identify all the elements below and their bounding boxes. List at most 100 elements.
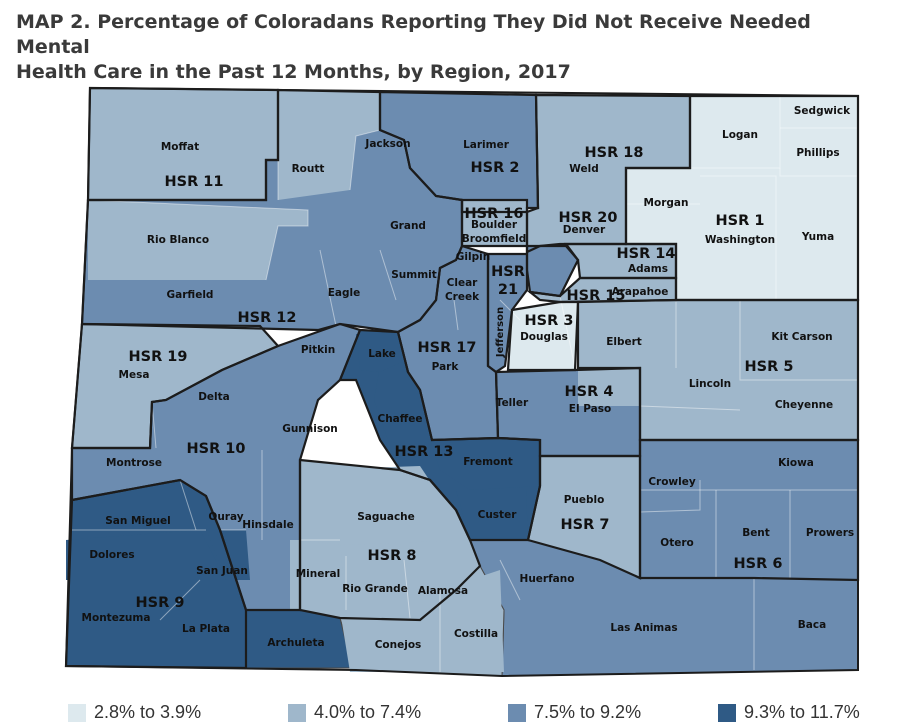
lincoln-elbert-area xyxy=(640,300,858,440)
border-hsr-15 xyxy=(526,276,678,304)
county-label-la-plata: La Plata xyxy=(182,623,230,635)
county-label-saguache: Saguache xyxy=(357,511,415,523)
county-line-22 xyxy=(403,559,411,619)
county-line-25 xyxy=(179,479,197,531)
county-label-el-paso: El Paso xyxy=(569,403,611,415)
county-label-gilpin: Gilpin xyxy=(456,251,490,263)
county-label-conejos: Conejos xyxy=(375,639,422,651)
county-label-bent: Bent xyxy=(742,527,770,539)
county-label-logan: Logan xyxy=(722,129,758,141)
region-label-hsr-15: HSR 15 xyxy=(567,288,626,304)
border-hsr-6 xyxy=(638,438,860,582)
county-label-summit: Summit xyxy=(391,269,437,281)
region-label-hsr-18: HSR 18 xyxy=(585,145,644,161)
county-label-chaffee: Chaffee xyxy=(377,413,422,425)
county-label-montrose: Montrose xyxy=(106,457,162,469)
mineral-area xyxy=(290,540,346,610)
region-label-hsr-7: HSR 7 xyxy=(561,517,610,533)
county-label-yuma: Yuma xyxy=(801,231,834,243)
county-label-jefferson: Jefferson xyxy=(495,307,506,358)
county-label-denver: Denver xyxy=(563,224,606,236)
county-label-otero: Otero xyxy=(660,537,693,549)
custer-area xyxy=(456,490,528,540)
county-label-clear: Clear xyxy=(447,277,479,289)
county-label-douglas: Douglas xyxy=(520,331,568,343)
region-label-hsr-8: HSR 8 xyxy=(368,548,417,564)
county-line-12 xyxy=(739,300,858,381)
legend-label-4: 9.3% to 11.7% xyxy=(744,702,860,722)
county-label-sedgwick: Sedgwick xyxy=(794,105,851,117)
region-label-hsr-2: HSR 2 xyxy=(471,160,520,176)
county-label-grand: Grand xyxy=(390,220,426,232)
legend-item-3: 7.5% to 9.2% xyxy=(508,702,641,723)
legend-swatch-2 xyxy=(288,703,306,722)
legend-item-1: 2.8% to 3.9% xyxy=(68,702,201,723)
region-label-hsr-4: HSR 4 xyxy=(565,384,614,400)
county-line-2 xyxy=(349,129,381,191)
legend-label-2: 4.0% to 7.4% xyxy=(314,702,422,722)
saguache-area xyxy=(300,466,470,545)
county-label-hinsdale: Hinsdale xyxy=(242,519,293,531)
county-label-weld: Weld xyxy=(569,163,598,175)
county-label-park: Park xyxy=(432,361,460,373)
border-hsr-8 xyxy=(298,458,482,622)
county-label-creek: Creek xyxy=(445,291,480,303)
county-label-morgan: Morgan xyxy=(644,197,689,209)
county-label-delta: Delta xyxy=(198,391,230,403)
county-label-pitkin: Pitkin xyxy=(301,344,335,356)
county-label-mesa: Mesa xyxy=(119,369,150,381)
county-label-adams: Adams xyxy=(628,263,668,275)
county-line-6 xyxy=(779,168,858,177)
county-label-teller: Teller xyxy=(496,397,529,409)
county-label-alamosa: Alamosa xyxy=(418,585,468,597)
region-label-hsr-10: HSR 10 xyxy=(187,441,246,457)
county-label-archuleta: Archuleta xyxy=(267,637,324,649)
region-label-hsr-1: HSR 1 xyxy=(716,213,765,229)
county-label-ouray: Ouray xyxy=(208,511,243,523)
region-label-hsr-17: HSR 17 xyxy=(418,340,477,356)
region-label-hsr-13: HSR 13 xyxy=(395,444,454,460)
legend-label-1: 2.8% to 3.9% xyxy=(94,702,202,722)
county-label-cheyenne: Cheyenne xyxy=(775,399,833,411)
lake-area xyxy=(356,334,402,372)
county-label-broomfield: Broomfield xyxy=(462,233,527,245)
county-line-31 xyxy=(499,299,521,321)
county-label-las-animas: Las Animas xyxy=(610,622,677,634)
region-label-hsr-6: HSR 6 xyxy=(734,556,783,572)
county-line-29 xyxy=(159,579,201,621)
county-label-crowley: Crowley xyxy=(648,476,696,488)
county-label-jackson: Jackson xyxy=(364,138,410,150)
map-title-line-2: Health Care in the Past 12 Months, by Re… xyxy=(16,61,571,83)
routt-jackson-area xyxy=(278,90,380,200)
county-label-elbert: Elbert xyxy=(606,336,642,348)
county-label-kit-carson: Kit Carson xyxy=(771,331,832,343)
region-label-hsr-12: HSR 12 xyxy=(238,310,297,326)
county-line-24 xyxy=(499,559,521,601)
conejos-area xyxy=(340,610,440,672)
county-label-garfield: Garfield xyxy=(167,289,214,301)
county-label-routt: Routt xyxy=(292,163,325,175)
region-label-hsr-16: HSR 16 xyxy=(465,206,524,222)
county-label-moffat: Moffat xyxy=(161,141,199,153)
fremont-area xyxy=(430,440,540,490)
county-line-4 xyxy=(690,96,781,169)
county-line-9 xyxy=(319,249,337,327)
county-label-kiowa: Kiowa xyxy=(778,457,814,469)
county-label-washington: Washington xyxy=(705,234,775,246)
region-label-hsr-5: HSR 5 xyxy=(745,359,794,375)
county-label-costilla: Costilla xyxy=(454,628,498,640)
region-label-hsr-11: HSR 11 xyxy=(165,174,224,190)
rio-blanco-area xyxy=(88,200,308,280)
county-label-mineral: Mineral xyxy=(296,568,341,580)
map-legend: 2.8% to 3.9% 4.0% to 7.4% 7.5% to 9.2% 9… xyxy=(0,700,900,727)
map-title: MAP 2. Percentage of Coloradans Reportin… xyxy=(16,10,886,85)
county-line-3 xyxy=(87,199,309,281)
county-label-gunnison: Gunnison xyxy=(282,423,338,435)
county-line-10 xyxy=(379,249,397,301)
dolores-area xyxy=(66,530,226,580)
chaffee-lake-area xyxy=(374,362,432,450)
county-label-boulder: Boulder xyxy=(471,219,518,231)
legend-item-4: 9.3% to 11.7% xyxy=(718,702,860,723)
region-label-hsr-19: HSR 19 xyxy=(129,349,188,365)
county-label-arapahoe: Arapahoe xyxy=(612,286,669,298)
